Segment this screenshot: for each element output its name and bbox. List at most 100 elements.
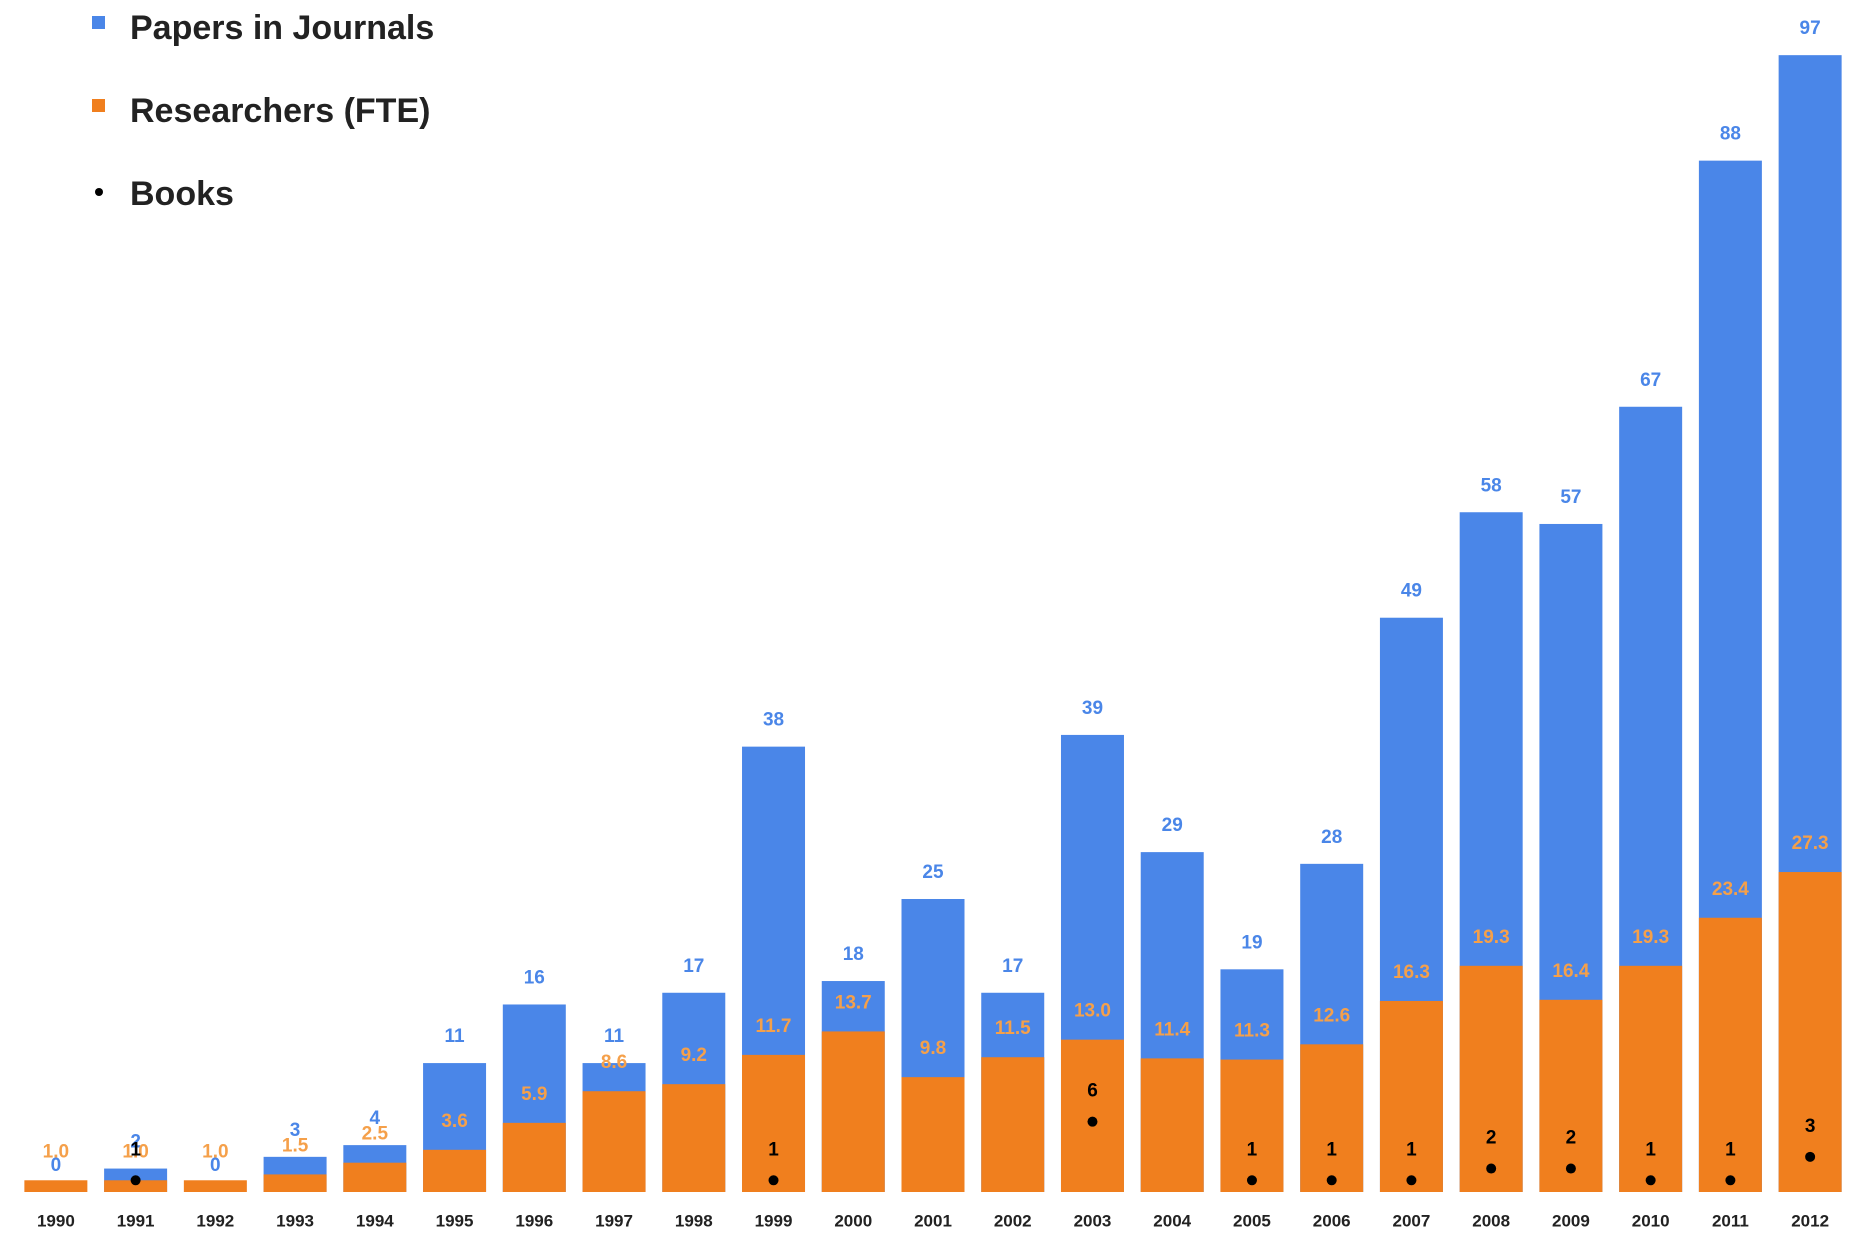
value-label: 67 bbox=[1640, 370, 1661, 391]
value-label: 2 bbox=[1566, 1128, 1577, 1149]
bar bbox=[263, 1174, 327, 1192]
value-label: 19.3 bbox=[1632, 927, 1669, 948]
x-tick-label: 2003 bbox=[1074, 1211, 1112, 1230]
value-label: 3 bbox=[290, 1120, 301, 1141]
bar bbox=[183, 1180, 247, 1192]
book-dot bbox=[1565, 1163, 1576, 1174]
bar bbox=[1220, 1059, 1284, 1192]
x-tick-label: 2002 bbox=[994, 1211, 1032, 1230]
legend-marker bbox=[95, 188, 103, 196]
value-label: 88 bbox=[1720, 124, 1741, 145]
value-label: 17 bbox=[1002, 956, 1023, 977]
bar bbox=[1300, 1044, 1364, 1192]
value-label: 0 bbox=[210, 1155, 221, 1176]
bar bbox=[1698, 917, 1762, 1192]
value-label: 9.2 bbox=[681, 1045, 707, 1066]
x-tick-label: 2004 bbox=[1153, 1211, 1191, 1230]
value-label: 11.5 bbox=[995, 1018, 1031, 1039]
book-dot bbox=[1406, 1175, 1417, 1186]
value-label: 1 bbox=[1645, 1139, 1656, 1160]
value-label: 11.7 bbox=[756, 1016, 792, 1037]
x-tick-label: 1998 bbox=[675, 1211, 713, 1230]
value-label: 1 bbox=[1725, 1139, 1736, 1160]
value-label: 11.3 bbox=[1234, 1021, 1270, 1042]
value-label: 1.0 bbox=[122, 1141, 148, 1162]
value-label: 2 bbox=[130, 1132, 141, 1153]
value-label: 16 bbox=[524, 967, 545, 988]
value-label: 97 bbox=[1800, 18, 1821, 39]
value-label: 19.3 bbox=[1473, 927, 1510, 948]
value-label: 23.4 bbox=[1712, 879, 1749, 900]
bar bbox=[901, 1077, 965, 1192]
bar bbox=[502, 1122, 566, 1192]
value-label: 12.6 bbox=[1313, 1005, 1350, 1026]
value-label: 1 bbox=[1326, 1139, 1337, 1160]
value-label: 28 bbox=[1321, 827, 1342, 848]
value-label: 1 bbox=[1406, 1139, 1417, 1160]
bar bbox=[1379, 1000, 1443, 1192]
book-dot bbox=[1805, 1151, 1816, 1162]
x-tick-label: 2001 bbox=[914, 1211, 952, 1230]
value-label: 49 bbox=[1401, 581, 1422, 602]
x-tick-label: 1992 bbox=[196, 1211, 234, 1230]
value-label: 25 bbox=[922, 862, 944, 883]
bar bbox=[24, 1180, 88, 1192]
x-tick-label: 2012 bbox=[1791, 1211, 1829, 1230]
value-label: 39 bbox=[1082, 698, 1103, 719]
x-tick-label: 1990 bbox=[37, 1211, 75, 1230]
value-label: 11.4 bbox=[1154, 1019, 1190, 1040]
book-dot bbox=[1246, 1175, 1257, 1186]
bar bbox=[582, 1091, 646, 1192]
x-tick-label: 1999 bbox=[755, 1211, 793, 1230]
bar bbox=[1778, 872, 1842, 1192]
value-label: 16.3 bbox=[1393, 962, 1430, 983]
value-label: 8.6 bbox=[601, 1052, 627, 1073]
value-label: 3 bbox=[1805, 1116, 1816, 1137]
x-tick-label: 1993 bbox=[276, 1211, 314, 1230]
bar bbox=[821, 1031, 885, 1192]
x-tick-label: 2008 bbox=[1472, 1211, 1510, 1230]
bar bbox=[104, 1180, 168, 1192]
x-tick-label: 1994 bbox=[356, 1211, 394, 1230]
x-tick-label: 1995 bbox=[436, 1211, 474, 1230]
book-dot bbox=[1087, 1116, 1098, 1127]
legend-marker bbox=[92, 99, 105, 112]
bar bbox=[423, 1149, 487, 1192]
x-tick-label: 1997 bbox=[595, 1211, 633, 1230]
book-dot bbox=[1326, 1175, 1337, 1186]
value-label: 58 bbox=[1481, 475, 1502, 496]
value-label: 0 bbox=[51, 1155, 62, 1176]
book-dot bbox=[1725, 1175, 1736, 1186]
value-label: 9.8 bbox=[920, 1038, 946, 1059]
value-label: 5.9 bbox=[521, 1084, 547, 1105]
value-label: 3.6 bbox=[441, 1111, 467, 1132]
x-tick-label: 2009 bbox=[1552, 1211, 1590, 1230]
bar bbox=[1539, 999, 1603, 1192]
x-tick-label: 2007 bbox=[1393, 1211, 1431, 1230]
value-label: 1 bbox=[130, 1139, 141, 1160]
legend-label: Books bbox=[130, 175, 234, 213]
value-label: 4 bbox=[370, 1108, 381, 1129]
legend-marker bbox=[92, 16, 105, 29]
value-label: 6 bbox=[1087, 1081, 1098, 1102]
value-label: 11 bbox=[445, 1026, 466, 1047]
value-label: 17 bbox=[683, 956, 704, 977]
book-dot bbox=[130, 1175, 141, 1186]
value-label: 38 bbox=[763, 710, 784, 731]
x-tick-label: 2011 bbox=[1712, 1211, 1749, 1230]
bar bbox=[1060, 1039, 1124, 1192]
x-tick-label: 2010 bbox=[1632, 1211, 1670, 1230]
value-label: 13.7 bbox=[835, 992, 872, 1013]
bar bbox=[343, 1162, 407, 1192]
bar bbox=[1459, 965, 1523, 1192]
value-label: 1.5 bbox=[282, 1135, 309, 1156]
value-label: 1 bbox=[1247, 1139, 1258, 1160]
x-tick-label: 1991 bbox=[117, 1211, 155, 1230]
value-label: 27.3 bbox=[1792, 833, 1829, 854]
bar bbox=[1140, 1058, 1204, 1192]
value-label: 18 bbox=[843, 944, 864, 965]
bar bbox=[742, 1054, 806, 1192]
book-dot bbox=[1645, 1175, 1656, 1186]
x-tick-label: 2006 bbox=[1313, 1211, 1351, 1230]
